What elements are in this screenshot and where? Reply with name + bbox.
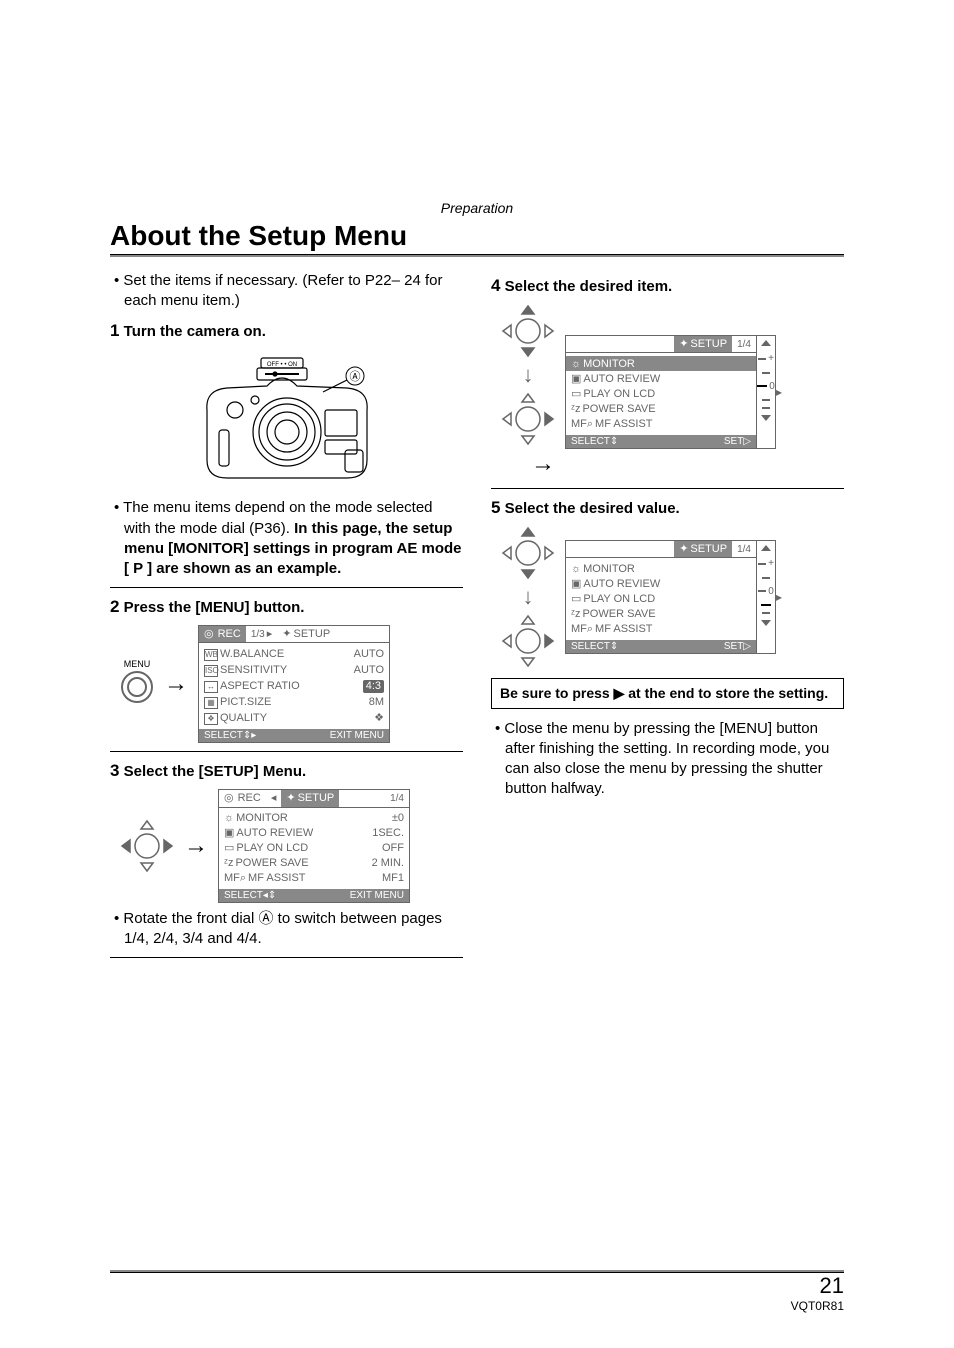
step-4-figure: ↓ → ✦ SETUP xyxy=(501,304,844,480)
lcd-setup-select-item: ✦ SETUP 1/4 ☼MONITOR ▣AUTO REVIEW ▭PLAY … xyxy=(565,335,757,449)
left-column: • Set the items if necessary. (Refer to … xyxy=(110,267,463,966)
lcd-setup-select-value: ✦ SETUP 1/4 ☼MONITOR ▣AUTO REVIEW ▭PLAY … xyxy=(565,540,757,654)
intro-note: • Set the items if necessary. (Refer to … xyxy=(124,271,463,312)
step-1: 1 Turn the camera on. xyxy=(110,320,463,343)
off-on-label: OFF • • ON xyxy=(266,362,296,368)
dpad-up-down-icon xyxy=(501,526,555,580)
dpad-left-right-icon xyxy=(120,819,174,873)
tab-rec: ◎REC xyxy=(199,626,246,642)
menu-label: MENU xyxy=(120,658,154,670)
close-note: • Close the menu by pressing the [MENU] … xyxy=(505,719,844,800)
menu-button-icon xyxy=(120,670,154,704)
step-5-figure: ↓ ✦ SETUP xyxy=(501,526,844,668)
camera-illustration: OFF • • ON xyxy=(110,350,463,490)
title-rule xyxy=(110,254,844,257)
footer-rule xyxy=(110,1270,844,1273)
page-number: 21 xyxy=(791,1273,844,1299)
section-label: Preparation xyxy=(110,200,844,216)
callout-a: Ⓐ xyxy=(349,370,360,383)
step-1-num: 1 xyxy=(110,321,119,340)
lcd-rec-menu: ◎REC 1/3 ▸ ✦ SETUP WBW.BALANCEAUTO ISOSE… xyxy=(198,625,390,743)
callout-box: Be sure to press ▶ at the end to store t… xyxy=(491,678,844,709)
value-scale-icon: + 0 xyxy=(757,335,776,449)
page-title: About the Setup Menu xyxy=(110,220,844,252)
step-2-figure: MENU → ◎REC 1/3 ▸ ✦ SETUP WBW.BALANC xyxy=(120,625,463,743)
down-arrow-icon: ↓ xyxy=(523,360,534,390)
value-scale-icon: + 0 xyxy=(757,540,776,654)
step-3-figure: → ◎REC ◂ ✦ SETUP 1/4 ☼MONITOR±0 ▣AUTO RE… xyxy=(120,789,463,903)
dpad-right-icon xyxy=(501,614,555,668)
page-footer: 21 VQT0R81 xyxy=(791,1273,844,1313)
mode-note: • The menu items depend on the mode sele… xyxy=(124,498,463,579)
step-3: 3 Select the [SETUP] Menu. xyxy=(110,760,463,783)
step-4: 4 Select the desired item. xyxy=(491,275,844,298)
lcd-setup-menu: ◎REC ◂ ✦ SETUP 1/4 ☼MONITOR±0 ▣AUTO REVI… xyxy=(218,789,410,903)
dpad-up-down-icon xyxy=(501,304,555,358)
step-1-title: Turn the camera on. xyxy=(124,323,266,340)
arrow-right: → xyxy=(164,668,188,700)
step-5: 5 Select the desired value. xyxy=(491,497,844,520)
doc-code: VQT0R81 xyxy=(791,1299,844,1313)
right-column: 4 Select the desired item. ↓ xyxy=(491,267,844,966)
rotate-note: • Rotate the front dial Ⓐ to switch betw… xyxy=(124,909,463,950)
step-2: 2 Press the [MENU] button. xyxy=(110,596,463,619)
dpad-right-icon xyxy=(501,392,555,446)
